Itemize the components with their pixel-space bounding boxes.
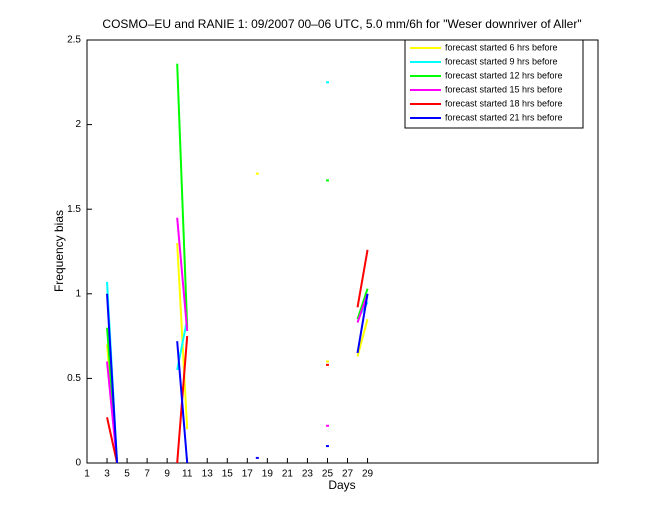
- legend-label: forecast started 15 hrs before: [445, 84, 563, 94]
- series-line: [106, 417, 119, 464]
- series-line: [176, 217, 189, 332]
- legend-label: forecast started 12 hrs before: [445, 70, 563, 80]
- x-tick-label: 29: [362, 469, 374, 480]
- y-tick-label: 2: [75, 119, 81, 130]
- x-tick-label: 23: [302, 469, 314, 480]
- x-tick-label: 13: [202, 469, 214, 480]
- y-axis-label: Frequency bias: [52, 210, 66, 292]
- x-tick-label: 25: [322, 469, 334, 480]
- y-tick-label: 0: [75, 458, 81, 469]
- x-tick-label: 21: [282, 469, 294, 480]
- series-line: [176, 242, 189, 430]
- x-tick-label: 7: [144, 469, 150, 480]
- y-tick-label: 1: [75, 288, 81, 299]
- x-tick-label: 19: [262, 469, 274, 480]
- x-tick-label: 11: [182, 469, 193, 480]
- legend-box: [404, 39, 584, 129]
- series-line: [356, 288, 369, 320]
- series-line: [356, 293, 369, 354]
- y-tick-label: 2.5: [67, 35, 81, 46]
- x-tick-label: 5: [124, 469, 130, 480]
- x-tick-label: 9: [164, 469, 170, 480]
- series-line: [356, 318, 369, 357]
- series-line: [356, 249, 369, 308]
- x-tick-label: 17: [242, 469, 254, 480]
- chart-title: COSMO–EU and RANIE 1: 09/2007 00–06 UTC,…: [102, 17, 581, 31]
- x-tick-label: 15: [222, 469, 234, 480]
- x-axis-label: Days: [328, 478, 355, 492]
- x-tick-label: 27: [342, 469, 354, 480]
- x-tick-label: 1: [84, 469, 90, 480]
- series-line: [176, 63, 189, 328]
- legend-label: forecast started 6 hrs before: [445, 42, 558, 52]
- legend-label: forecast started 21 hrs before: [445, 112, 563, 122]
- x-tick-label: 3: [104, 469, 110, 480]
- y-tick-label: 0.5: [67, 373, 81, 384]
- series-line: [176, 341, 189, 464]
- series-line: [106, 293, 119, 464]
- legend-label: forecast started 9 hrs before: [445, 56, 558, 66]
- legend-label: forecast started 18 hrs before: [445, 98, 563, 108]
- y-tick-label: 1.5: [67, 204, 81, 215]
